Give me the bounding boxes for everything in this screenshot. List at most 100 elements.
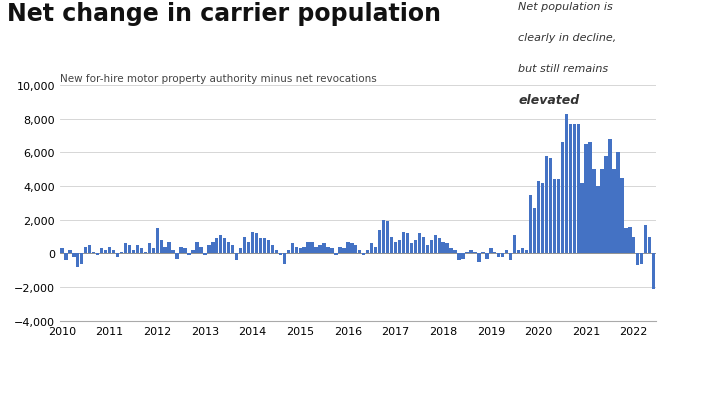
Bar <box>410 244 413 254</box>
Bar <box>644 225 647 254</box>
Bar <box>434 236 437 254</box>
Bar <box>203 254 207 256</box>
Bar <box>533 209 537 254</box>
Bar <box>231 245 234 254</box>
Bar <box>616 153 620 254</box>
Bar <box>493 252 496 254</box>
Bar <box>330 249 333 254</box>
Bar <box>632 237 635 254</box>
Bar <box>453 250 457 254</box>
Bar <box>465 252 469 254</box>
Bar <box>422 237 425 254</box>
Bar <box>394 242 397 254</box>
Bar <box>477 254 481 262</box>
Bar <box>366 250 369 254</box>
Bar <box>417 234 421 254</box>
Bar <box>322 244 326 254</box>
Bar <box>168 242 171 254</box>
Bar <box>278 254 282 256</box>
Bar <box>239 249 243 254</box>
Text: clearly in decline,: clearly in decline, <box>518 33 616 43</box>
Bar <box>517 250 520 254</box>
Bar <box>620 178 624 254</box>
Bar <box>572 124 576 254</box>
Bar <box>652 254 656 289</box>
Bar <box>92 252 95 254</box>
Bar <box>64 254 68 261</box>
Bar <box>390 237 393 254</box>
Bar <box>116 254 119 257</box>
Bar <box>207 245 211 254</box>
Bar <box>513 236 516 254</box>
Bar <box>628 227 632 254</box>
Bar <box>188 254 190 256</box>
Bar <box>298 249 302 254</box>
Bar <box>219 236 223 254</box>
Bar <box>648 237 651 254</box>
Bar <box>398 240 401 254</box>
Bar <box>461 254 465 259</box>
Bar <box>458 254 461 261</box>
Text: New for-hire motor property authority minus net revocations: New for-hire motor property authority mi… <box>60 74 376 84</box>
Bar <box>251 232 255 254</box>
Bar <box>310 242 314 254</box>
Bar <box>179 247 183 254</box>
Bar <box>370 244 374 254</box>
Bar <box>152 249 155 254</box>
Bar <box>140 249 143 254</box>
Bar <box>378 230 381 254</box>
Bar <box>171 250 175 254</box>
Bar <box>159 240 163 254</box>
Bar <box>215 239 219 254</box>
Bar <box>132 250 135 254</box>
Bar <box>68 250 71 254</box>
Bar <box>124 244 127 254</box>
Bar <box>342 249 345 254</box>
Bar <box>362 254 365 256</box>
Bar <box>128 245 131 254</box>
Bar <box>104 250 107 254</box>
Bar <box>346 242 350 254</box>
Bar <box>80 254 83 264</box>
Bar <box>601 170 603 254</box>
Bar <box>88 245 92 254</box>
Bar <box>529 195 532 254</box>
Bar <box>147 244 151 254</box>
Bar <box>553 180 556 254</box>
Bar <box>247 242 250 254</box>
Bar <box>283 254 286 264</box>
Bar <box>243 237 246 254</box>
Bar <box>429 240 433 254</box>
Text: Net population is: Net population is <box>518 2 613 12</box>
Bar <box>120 252 123 254</box>
Bar <box>577 124 580 254</box>
Bar <box>223 239 226 254</box>
Bar <box>374 247 377 254</box>
Bar <box>96 254 99 256</box>
Bar <box>350 244 353 254</box>
Bar <box>211 242 214 254</box>
Text: elevated: elevated <box>518 94 580 107</box>
Bar <box>76 254 80 267</box>
Bar <box>537 182 540 254</box>
Bar <box>489 249 493 254</box>
Bar <box>72 254 75 257</box>
Bar <box>338 247 342 254</box>
Bar <box>592 170 596 254</box>
Bar <box>195 242 199 254</box>
Bar <box>108 247 111 254</box>
Bar <box>485 254 489 259</box>
Bar <box>326 247 330 254</box>
Text: Net change in carrier population: Net change in carrier population <box>7 2 441 26</box>
Bar <box>505 250 508 254</box>
Bar <box>414 240 417 254</box>
Bar <box>307 242 309 254</box>
Bar <box>287 250 290 254</box>
Bar <box>112 250 115 254</box>
Bar <box>612 170 615 254</box>
Bar <box>164 247 167 254</box>
Bar <box>60 249 63 254</box>
Bar <box>235 254 238 261</box>
Bar <box>608 139 612 254</box>
Bar <box>568 124 572 254</box>
